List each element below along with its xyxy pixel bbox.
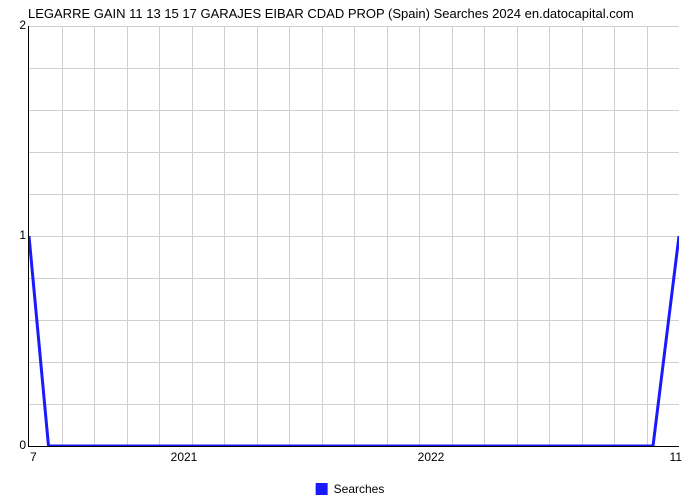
legend-swatch	[316, 483, 328, 495]
corner-bottom-left: 7	[30, 450, 37, 464]
chart-container: LEGARRE GAIN 11 13 15 17 GARAJES EIBAR C…	[0, 0, 700, 500]
legend-label: Searches	[334, 482, 385, 496]
corner-bottom-right: 11	[670, 450, 682, 464]
y-tick-label: 2	[12, 18, 26, 32]
y-tick-label: 0	[12, 438, 26, 452]
legend: Searches	[316, 482, 385, 496]
x-tick-label: 2022	[418, 450, 445, 464]
x-tick-label: 2021	[171, 450, 198, 464]
plot-svg	[29, 26, 679, 446]
grid	[29, 26, 679, 446]
chart-title: LEGARRE GAIN 11 13 15 17 GARAJES EIBAR C…	[28, 6, 634, 21]
y-tick-label: 1	[12, 228, 26, 242]
plot-area	[28, 26, 679, 447]
